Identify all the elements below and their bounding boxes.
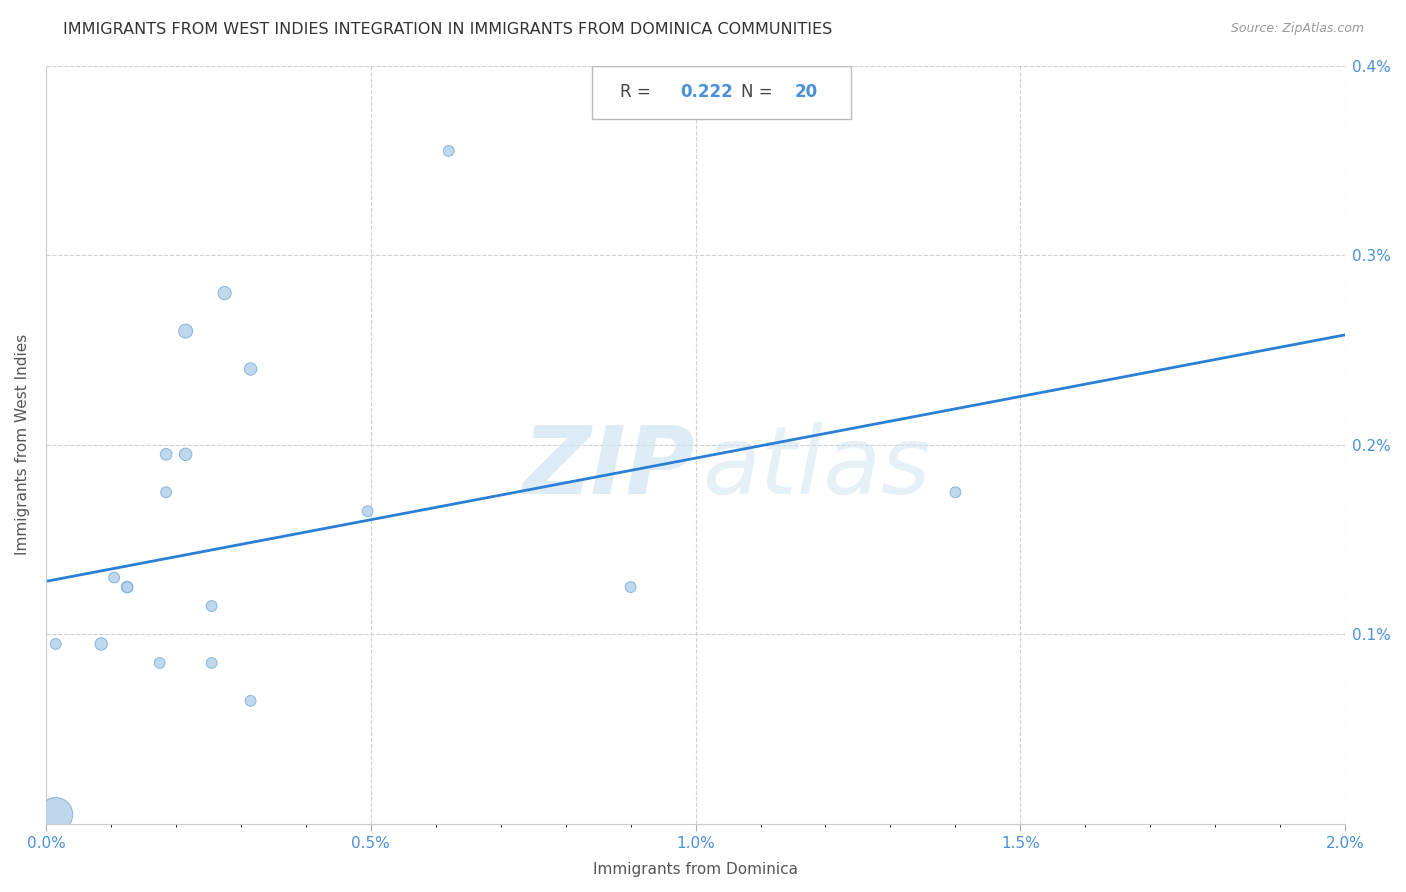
Point xyxy=(149,656,172,670)
Point xyxy=(115,580,138,594)
Point xyxy=(356,504,378,518)
Text: N =: N = xyxy=(741,83,778,101)
Point xyxy=(155,485,177,500)
FancyBboxPatch shape xyxy=(592,66,852,119)
Point xyxy=(174,324,197,338)
Text: 0.222: 0.222 xyxy=(681,83,733,101)
X-axis label: Immigrants from Dominica: Immigrants from Dominica xyxy=(593,862,799,877)
Point xyxy=(174,447,197,461)
Point xyxy=(945,485,967,500)
Y-axis label: Immigrants from West Indies: Immigrants from West Indies xyxy=(15,334,30,556)
Text: 20: 20 xyxy=(794,83,817,101)
Point xyxy=(45,637,67,651)
Point xyxy=(90,637,112,651)
Point xyxy=(103,571,125,585)
Point xyxy=(239,694,262,708)
Point xyxy=(201,599,224,613)
Text: atlas: atlas xyxy=(702,422,931,513)
Point xyxy=(437,144,460,158)
Point xyxy=(45,807,67,822)
Point xyxy=(239,362,262,376)
Point xyxy=(214,286,236,301)
Text: ZIP: ZIP xyxy=(523,422,696,514)
Point xyxy=(155,447,177,461)
Point xyxy=(620,580,643,594)
Point xyxy=(115,580,138,594)
Text: Source: ZipAtlas.com: Source: ZipAtlas.com xyxy=(1230,22,1364,36)
Point xyxy=(201,656,224,670)
Text: IMMIGRANTS FROM WEST INDIES INTEGRATION IN IMMIGRANTS FROM DOMINICA COMMUNITIES: IMMIGRANTS FROM WEST INDIES INTEGRATION … xyxy=(63,22,832,37)
Text: R =: R = xyxy=(620,83,657,101)
